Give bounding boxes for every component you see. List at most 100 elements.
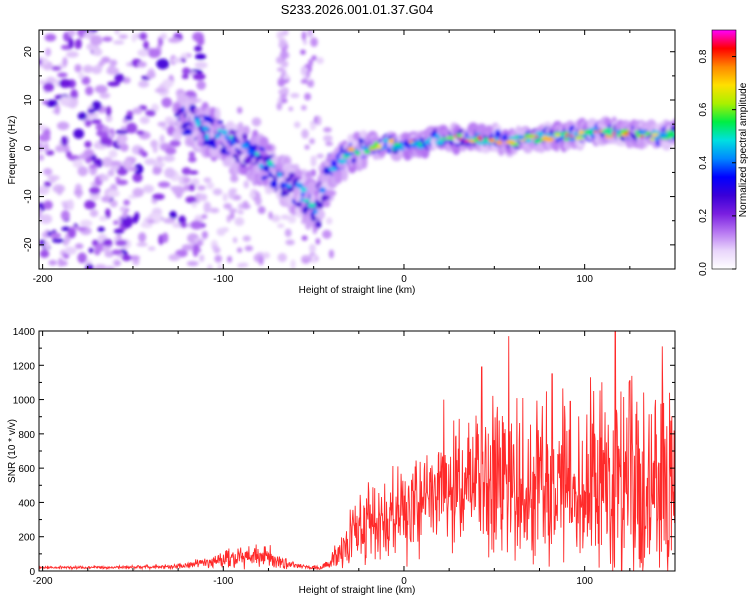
heatmap-cell — [104, 265, 115, 269]
heatmap-cell — [578, 130, 585, 135]
heatmap-cell — [199, 193, 208, 202]
heatmap-cell — [160, 33, 167, 40]
heatmap-cell — [74, 64, 82, 73]
heatmap-cell — [118, 134, 126, 145]
heatmap-cell — [416, 139, 422, 143]
heatmap-cell — [108, 149, 118, 158]
heatmap-cell — [157, 181, 171, 188]
heatmap-cell — [87, 108, 96, 114]
heatmap-cell — [283, 30, 289, 36]
heatmap-cell — [138, 232, 147, 243]
heatmap-cell — [109, 160, 122, 167]
heatmap-cell — [147, 48, 161, 59]
heatmap-cell — [216, 227, 226, 236]
heatmap-cell — [115, 179, 129, 186]
heatmap-cell — [132, 107, 143, 115]
snr-ytick-label: 1200 — [13, 361, 36, 372]
heatmap-cell — [63, 240, 69, 246]
spectrogram-frame — [38, 29, 676, 270]
heatmap-cell — [316, 57, 324, 65]
heatmap-cell — [72, 159, 84, 169]
heatmap-cell — [59, 96, 71, 106]
heatmap-cell — [361, 157, 368, 169]
heatmap-cell — [66, 151, 72, 159]
heatmap-cell — [168, 253, 181, 262]
heatmap-cell — [124, 115, 133, 121]
heatmap-cell — [39, 208, 43, 218]
heatmap-cell — [172, 222, 183, 228]
heatmap-cell — [70, 89, 78, 101]
heatmap-cell — [606, 132, 613, 137]
heatmap-cell — [535, 135, 539, 138]
heatmap-cell — [113, 220, 119, 225]
heatmap-cell — [299, 198, 305, 202]
heatmap-cell — [94, 248, 101, 256]
heatmap-cell — [271, 214, 281, 223]
heatmap-cell — [323, 127, 332, 133]
colorbar-label: Normalized spectral amplitude — [738, 82, 749, 217]
heatmap-cell — [85, 157, 92, 164]
heatmap-cell — [196, 36, 205, 46]
heatmap-cell — [47, 175, 60, 181]
heatmap-cell — [666, 130, 675, 136]
heatmap-cell — [533, 139, 542, 144]
heatmap-cell — [39, 79, 47, 85]
heatmap-cell — [300, 65, 307, 76]
heatmap-cell — [77, 166, 89, 177]
heatmap-cell — [145, 109, 156, 117]
heatmap-cell — [54, 104, 61, 115]
heatmap-cell — [226, 214, 232, 223]
heatmap-cell — [66, 51, 79, 58]
heatmap-cell — [115, 129, 129, 135]
heatmap-cell — [92, 48, 103, 57]
heatmap-cell — [277, 253, 287, 263]
heatmap-cell — [295, 182, 303, 189]
heatmap-cell — [114, 30, 120, 35]
heatmap-cell — [143, 40, 149, 50]
colorbar-tick-label: 0.8 — [698, 49, 709, 63]
heatmap-cell — [217, 263, 222, 269]
heatmap-cell — [424, 139, 431, 145]
snr-x-axis-label: Height of straight line (km) — [299, 585, 416, 596]
heatmap-cell — [67, 199, 74, 211]
heatmap-cell — [162, 78, 174, 88]
heatmap-cell — [42, 57, 49, 65]
heatmap-cell — [616, 133, 622, 138]
heatmap-cell — [181, 244, 194, 251]
heatmap-cell — [182, 176, 191, 184]
heatmap-cell — [122, 76, 131, 84]
heatmap-cell — [280, 98, 288, 104]
heatmap-cell — [48, 259, 58, 266]
heatmap-cell — [94, 244, 102, 251]
heatmap-cell — [626, 131, 630, 135]
heatmap-cell — [659, 132, 668, 137]
heatmap-cell — [459, 137, 463, 141]
heatmap-cell — [301, 129, 309, 139]
heatmap-cell — [316, 153, 324, 159]
heatmap-cell — [276, 31, 282, 39]
heatmap-cell — [183, 129, 193, 136]
heatmap-cell — [45, 76, 56, 84]
heatmap-cell — [68, 38, 74, 49]
heatmap-cell — [156, 155, 164, 163]
heatmap-cell — [301, 235, 308, 241]
heatmap-cell — [152, 193, 165, 200]
heatmap-cell — [55, 145, 65, 153]
heatmap-cell — [569, 135, 573, 138]
heatmap-cell — [207, 264, 213, 269]
heatmap-cell — [77, 112, 88, 121]
heatmap-cell — [77, 252, 87, 264]
heatmap-cell — [300, 192, 305, 197]
heatmap-cell — [153, 161, 166, 168]
heatmap-cell — [280, 214, 290, 220]
heatmap-cell — [195, 121, 201, 127]
heatmap-cell — [39, 185, 50, 195]
heatmap-cell — [638, 137, 645, 150]
heatmap-cell — [129, 255, 141, 261]
heatmap-cell — [232, 237, 238, 244]
heatmap-cell — [115, 239, 128, 247]
heatmap-cell — [192, 72, 206, 81]
heatmap-cell — [276, 102, 283, 111]
heatmap-cell — [217, 128, 223, 132]
heatmap-cell — [251, 117, 262, 127]
